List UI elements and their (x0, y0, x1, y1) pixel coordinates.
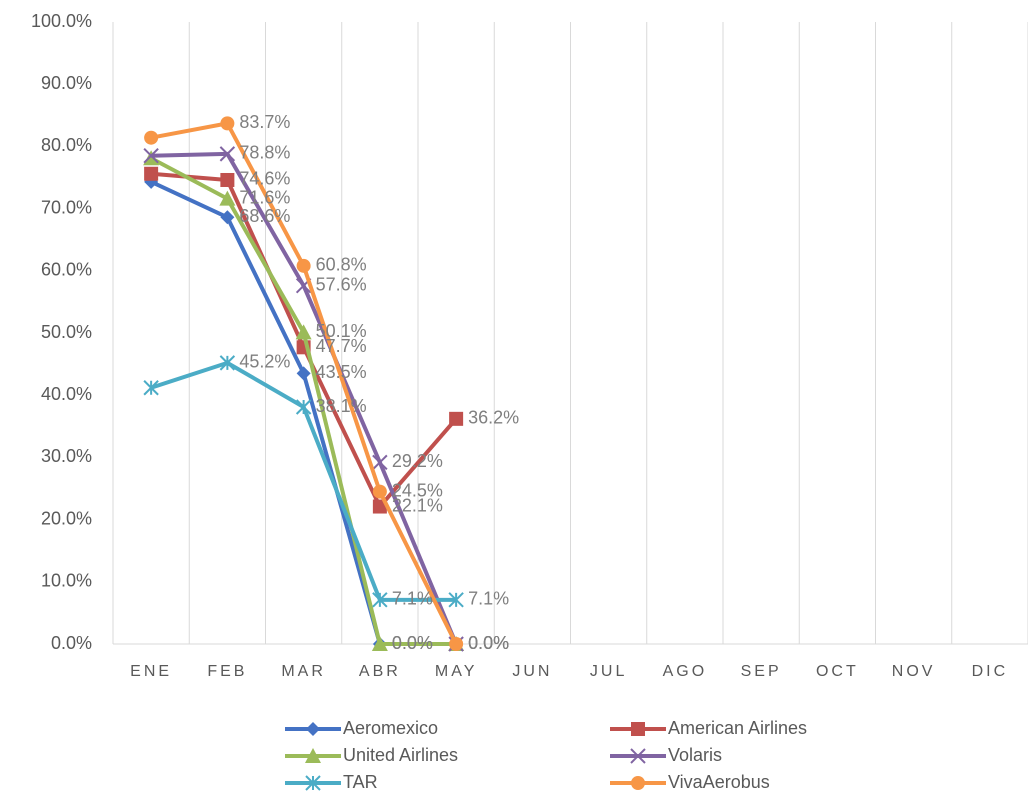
point (220, 172, 235, 187)
data-label: 0.0% (392, 633, 433, 653)
y-tick-label: 30.0% (41, 446, 92, 466)
point (144, 166, 159, 181)
point (143, 148, 159, 164)
data-label: 7.1% (392, 589, 433, 609)
point (143, 380, 159, 396)
x-tick-label: SEP (741, 663, 782, 680)
data-label: 47.7% (316, 336, 367, 356)
data-label: 0.0% (392, 633, 433, 653)
data-label: 50.1% (316, 321, 367, 341)
legend-marker (305, 775, 321, 791)
y-tick-label: 0.0% (51, 633, 92, 653)
data-label: 43.5% (316, 362, 367, 382)
point (448, 592, 464, 608)
series-line (151, 151, 458, 645)
x-tick-label: OCT (816, 663, 859, 680)
point (371, 636, 388, 651)
data-label: 71.6% (239, 187, 290, 207)
legend-marker (305, 748, 321, 763)
legend-label: Volaris (668, 745, 722, 765)
x-tick-label: JUL (590, 663, 627, 680)
data-label: 36.2% (468, 408, 519, 428)
point (219, 146, 236, 162)
y-tick-label: 20.0% (41, 508, 92, 528)
point (219, 355, 236, 371)
y-tick-label: 10.0% (41, 571, 92, 591)
y-tick-label: 90.0% (41, 73, 92, 93)
point (295, 399, 312, 415)
point (219, 190, 236, 206)
point (449, 411, 464, 426)
x-tick-label: MAR (281, 663, 326, 680)
y-tick-label: 40.0% (41, 384, 92, 404)
y-tick-label: 70.0% (41, 197, 92, 217)
point (143, 150, 160, 166)
legend-label: United Airlines (343, 745, 458, 765)
point (144, 130, 159, 145)
x-tick-label: AGO (663, 663, 708, 680)
legend-marker (631, 722, 645, 736)
legend-label: American Airlines (668, 718, 807, 738)
legend-marker (631, 776, 645, 790)
data-label: 0.0% (468, 633, 509, 653)
x-tick-label: JUN (512, 663, 552, 680)
x-tick-label: ABR (359, 663, 401, 680)
point (372, 484, 387, 499)
data-label: 0.0% (468, 633, 509, 653)
point (296, 366, 311, 381)
x-tick-label: FEB (207, 663, 247, 680)
point (295, 324, 312, 340)
point (372, 592, 388, 608)
data-label: 29.2% (392, 451, 443, 471)
x-tick-label: DIC (972, 663, 1009, 680)
y-tick-label: 50.0% (41, 322, 92, 342)
data-label: 0.0% (468, 633, 509, 653)
data-label: 7.1% (468, 589, 509, 609)
data-label: 83.7% (239, 112, 290, 132)
legend-marker (306, 722, 320, 736)
point (296, 258, 311, 273)
point (220, 116, 235, 131)
point (372, 454, 388, 471)
data-label: 57.6% (316, 274, 367, 294)
data-label: 60.8% (316, 255, 367, 275)
y-tick-label: 100.0% (31, 11, 92, 31)
point (449, 637, 464, 651)
data-label: 24.5% (392, 480, 443, 500)
data-label: 22.1% (392, 495, 443, 515)
data-label: 45.2% (239, 352, 290, 372)
legend-marker (630, 748, 646, 764)
y-tick-label: 80.0% (41, 135, 92, 155)
x-tick-label: MAY (435, 663, 477, 680)
data-label: 68.6% (239, 206, 290, 226)
x-tick-label: NOV (892, 663, 936, 680)
y-tick-label: 60.0% (41, 260, 92, 280)
data-label: 74.6% (239, 169, 290, 189)
data-label: 78.8% (239, 143, 290, 163)
point (220, 210, 235, 225)
data-label: 38.1% (316, 396, 367, 416)
legend-label: TAR (343, 772, 378, 792)
x-tick-label: ENE (130, 663, 172, 680)
legend-label: Aeromexico (343, 718, 438, 738)
legend-label: VivaAerobus (668, 772, 770, 792)
